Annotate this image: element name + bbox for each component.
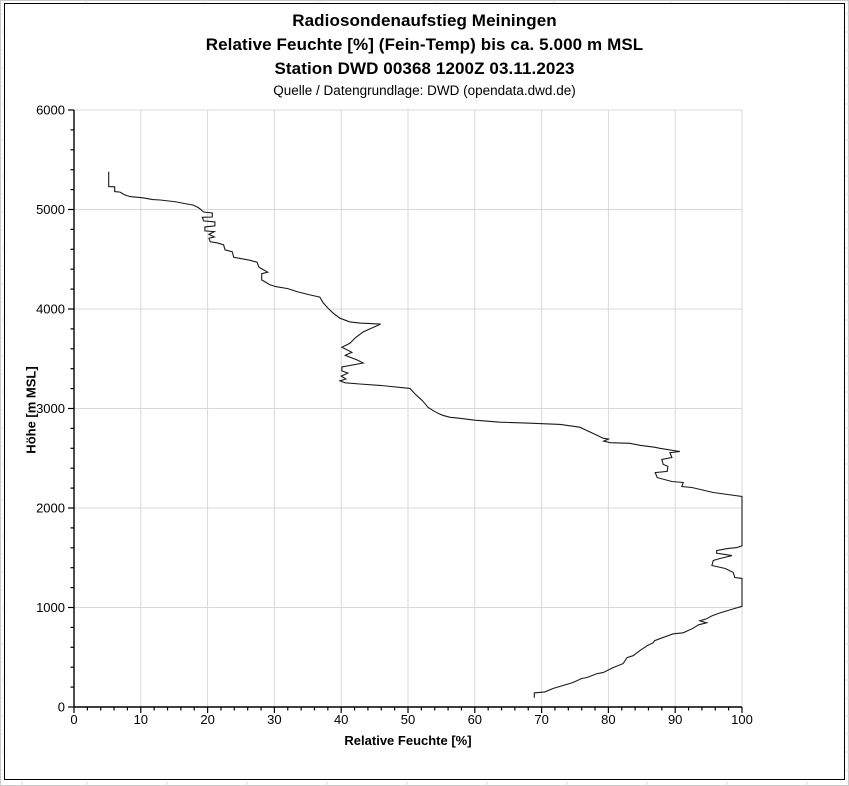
humidity-profile-line [108,171,743,698]
x-tick-label: 70 [534,712,548,727]
y-tick-label: 3000 [36,401,65,416]
chart-title-line-1: Radiosondenaufstieg Meiningen [292,11,557,30]
y-tick-label: 1000 [36,600,65,615]
x-tick-label: 0 [70,712,77,727]
y-tick-label: 4000 [36,302,65,317]
x-tick-label: 30 [267,712,281,727]
x-tick-label: 100 [731,712,753,727]
tick-labels: 0 10 20 30 40 50 60 70 80 90 100010002000300040005… [36,103,753,728]
series-Relative Feuchte [108,171,743,698]
y-tick-label: 6000 [36,103,65,118]
x-tick-label: 50 [401,712,415,727]
y-tick-label: 5000 [36,202,65,217]
chart-frame [4,3,845,780]
plot-gridlines [74,109,743,707]
x-tick-label: 60 [468,712,482,727]
x-axis-title: Relative Feuchte [%] [344,733,472,748]
axis-lines [73,110,742,708]
chart-title-line-3: Station DWD 00368 1200Z 03.11.2023 [274,59,575,78]
y-tick-label: 0 [58,700,65,715]
x-tick-label: 10 [134,712,148,727]
chart-source-line: Quelle / Datengrundlage: DWD (opendata.d… [273,83,576,98]
chart-title-line-2: Relative Feuchte [%] (Fein-Temp) bis ca.… [205,35,644,54]
x-tick-label: 80 [601,712,615,727]
axis-ticks [68,109,743,713]
y-axis-title: Höhe [m MSL] [23,366,39,454]
x-tick-label: 20 [200,712,214,727]
chart-title-block: Radiosondenaufstieg Meiningen Relative F… [0,9,849,99]
x-tick-label: 40 [334,712,348,727]
y-tick-label: 2000 [36,501,65,516]
x-tick-label: 90 [668,712,682,727]
